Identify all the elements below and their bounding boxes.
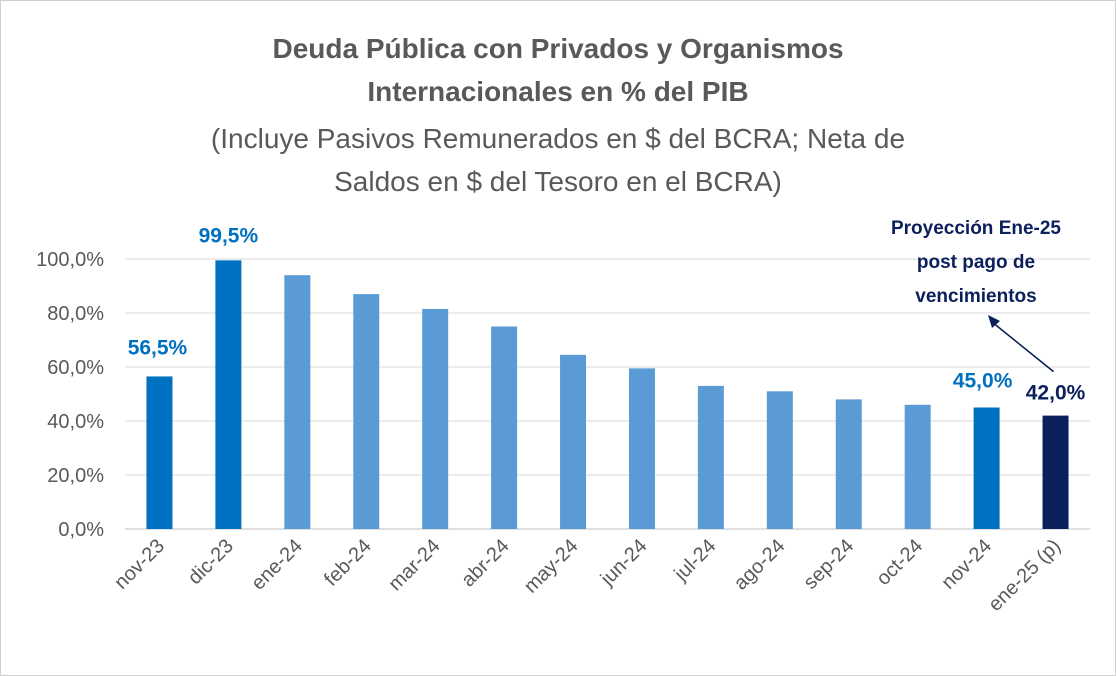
- bar: [215, 260, 242, 529]
- data-label: 99,5%: [199, 224, 259, 247]
- x-category-label: abr-24: [457, 535, 513, 591]
- bar: [835, 399, 862, 529]
- y-tick-label: 40,0%: [47, 411, 104, 433]
- chart-title-line: Internacionales en % del PIB: [367, 76, 748, 107]
- bar: [1042, 415, 1069, 529]
- x-category-label: ago-24: [730, 535, 790, 595]
- annotation-arrow-head: [988, 315, 1000, 328]
- y-tick-label: 60,0%: [47, 357, 104, 379]
- x-category-label: sep-24: [799, 535, 858, 594]
- bar: [146, 376, 173, 529]
- bar: [628, 368, 655, 529]
- annotation-line: vencimientos: [915, 286, 1036, 307]
- x-axis-categories: nov-23 dic-23 ene-24 feb-24 mar-24 abr-24 may-…: [110, 535, 1065, 616]
- annotation: Proyección Ene-25 post pago de vencimiento…: [891, 218, 1061, 373]
- y-axis-ticks: 0,0% 20,0% 40,0% 60,0% 80,0% 100,0%: [36, 249, 104, 541]
- x-category-label: ene-25 (p): [984, 535, 1065, 616]
- chart-title-line: Deuda Pública con Privados y Organismos: [272, 33, 843, 64]
- bar: [560, 354, 587, 529]
- y-tick-label: 0,0%: [58, 519, 104, 541]
- y-tick-label: 80,0%: [47, 303, 104, 325]
- bar: [284, 275, 311, 529]
- data-label: 42,0%: [1026, 382, 1086, 405]
- x-category-label: dic-23: [184, 535, 238, 589]
- bar: [422, 308, 449, 529]
- chart-title: Deuda Pública con Privados y Organismos I…: [272, 33, 843, 107]
- annotation-line: post pago de: [917, 252, 1035, 273]
- annotation-line: Proyección Ene-25: [891, 218, 1061, 239]
- chart-subtitle-line: (Incluye Pasivos Remunerados en $ del BC…: [211, 123, 905, 154]
- data-labels: 56,5% 99,5% 45,0% 42,0%: [128, 224, 1086, 404]
- bar: [353, 294, 380, 529]
- x-category-label: jun-24: [596, 535, 652, 591]
- x-category-label: nov-23: [110, 535, 169, 594]
- x-category-label: oct-24: [872, 535, 927, 590]
- bar: [697, 385, 724, 529]
- chart-subtitle: (Incluye Pasivos Remunerados en $ del BC…: [211, 123, 905, 197]
- y-tick-label: 100,0%: [36, 249, 104, 271]
- bars: [146, 260, 1069, 529]
- x-category-label: ene-24: [247, 535, 307, 595]
- chart-subtitle-line: Saldos en $ del Tesoro en el BCRA): [334, 166, 782, 197]
- x-category-label: may-24: [520, 535, 583, 598]
- bar: [766, 391, 793, 529]
- x-category-label: jul-24: [670, 535, 721, 586]
- y-tick-label: 20,0%: [47, 465, 104, 487]
- bar: [973, 407, 1000, 529]
- bar: [904, 404, 931, 529]
- x-category-label: feb-24: [320, 535, 376, 591]
- annotation-arrow-line: [991, 321, 1055, 373]
- x-category-label: mar-24: [384, 535, 444, 595]
- data-label: 56,5%: [128, 336, 188, 359]
- data-label: 45,0%: [953, 370, 1013, 393]
- x-category-label: nov-24: [937, 535, 996, 594]
- bar: [491, 326, 518, 529]
